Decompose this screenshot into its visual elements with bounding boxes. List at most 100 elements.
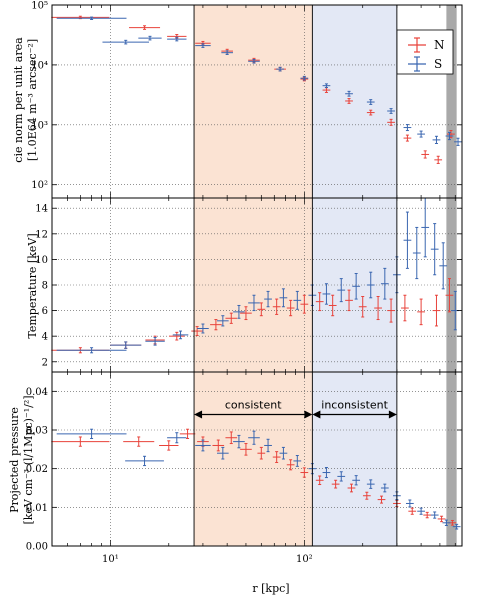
legend: N S <box>396 29 454 75</box>
legend-label-s: S <box>434 57 442 71</box>
point-temperature-N-12 <box>315 292 324 312</box>
point-temperature-N-15 <box>358 296 367 318</box>
point-temperature-S-12 <box>322 283 331 305</box>
point-temperature-S-0 <box>56 347 127 354</box>
point-norm-S-5 <box>221 50 233 55</box>
point-norm-S-9 <box>322 83 331 88</box>
point-norm-S-12 <box>387 108 395 114</box>
temperature-ylabel: Temperature [keV] <box>26 233 39 338</box>
point-pressure-S-13 <box>352 475 361 486</box>
xtick-label-1: 10² <box>296 554 313 565</box>
point-temperature-S-10 <box>293 290 302 310</box>
point-norm-S-6 <box>248 58 260 64</box>
point-pressure-N-12 <box>315 475 324 486</box>
legend-box <box>396 29 454 75</box>
ytick-label-0-1: 10³ <box>31 120 48 131</box>
point-pressure-N-11 <box>300 467 309 478</box>
point-norm-S-10 <box>345 90 353 97</box>
point-pressure-S-19 <box>430 511 439 519</box>
consistent-arrow-head-left <box>194 410 203 419</box>
point-temperature-N-6 <box>225 312 238 324</box>
band-0 <box>194 5 313 546</box>
data-layer <box>51 15 462 530</box>
panel-frame-pressure <box>51 371 463 547</box>
point-norm-S-14 <box>417 130 425 138</box>
point-temperature-S-3 <box>172 330 189 340</box>
series-pressure-S <box>56 428 461 530</box>
norm-ylabel-line1: cie norm per unit area <box>12 37 25 163</box>
point-pressure-S-8 <box>279 446 288 460</box>
ytick-label-2-2: 0.02 <box>26 464 48 475</box>
consistent-arrow-head-right <box>304 410 313 419</box>
point-temperature-N-9 <box>272 298 281 315</box>
ytick-label-1-6: 14 <box>35 204 48 215</box>
point-pressure-S-1 <box>125 455 164 467</box>
point-pressure-N-0 <box>51 436 110 447</box>
point-pressure-S-12 <box>337 471 346 482</box>
inconsistent-label: inconsistent <box>321 399 388 412</box>
ytick-label-2-4: 0.04 <box>26 387 48 398</box>
point-temperature-N-18 <box>401 294 409 322</box>
point-pressure-N-8 <box>257 446 266 460</box>
point-temperature-N-5 <box>210 319 222 331</box>
point-norm-S-0 <box>56 16 127 20</box>
point-norm-S-7 <box>276 66 284 72</box>
ytick-label-1-0: 2 <box>42 357 48 368</box>
point-temperature-S-14 <box>352 272 361 300</box>
consistent-label: consistent <box>225 399 282 412</box>
band-2 <box>446 5 457 546</box>
ytick-label-0-3: 10⁵ <box>31 1 48 12</box>
point-temperature-N-19 <box>417 298 425 326</box>
point-pressure-S-21 <box>452 523 461 530</box>
point-pressure-N-9 <box>272 451 281 463</box>
x-axis-label: r [kpc] <box>252 582 289 595</box>
series-norm-S <box>56 16 462 146</box>
point-norm-N-11 <box>387 118 395 126</box>
ytick-label-0-2: 10⁴ <box>31 60 48 71</box>
point-pressure-S-9 <box>293 455 302 467</box>
point-pressure-S-3 <box>195 439 211 452</box>
series-temperature-S <box>56 197 460 354</box>
point-norm-N-14 <box>434 155 443 164</box>
point-pressure-S-15 <box>380 483 389 493</box>
ytick-label-2-0: 0.00 <box>26 542 48 553</box>
point-pressure-N-20 <box>437 515 446 523</box>
point-norm-S-4 <box>195 43 211 48</box>
point-pressure-N-18 <box>408 507 417 515</box>
point-temperature-S-18 <box>403 211 412 269</box>
point-pressure-S-17 <box>405 499 414 508</box>
band-layer <box>194 5 457 546</box>
ytick-label-0-0: 10² <box>31 180 48 191</box>
point-pressure-N-19 <box>423 511 432 519</box>
point-pressure-S-11 <box>322 467 331 479</box>
text-layer: 10² 10³ 10⁴ 10⁵ 2 4 6 8 10 12 14 0.00 0.01 0.02 0.03 0.… <box>26 1 397 565</box>
point-norm-N-1 <box>129 25 161 30</box>
point-temperature-S-9 <box>279 288 288 308</box>
point-temperature-S-13 <box>337 278 346 303</box>
point-pressure-N-10 <box>286 459 295 471</box>
frame-layer <box>51 4 463 547</box>
point-temperature-N-17 <box>387 298 395 323</box>
point-pressure-N-7 <box>240 443 252 456</box>
point-temperature-S-20 <box>421 197 430 258</box>
point-norm-S-1 <box>102 39 150 45</box>
point-pressure-S-7 <box>264 438 272 453</box>
point-temperature-S-15 <box>366 271 375 299</box>
point-norm-S-16 <box>445 131 454 141</box>
pressure-ylabel-line1: Projected pressure <box>8 407 21 513</box>
point-pressure-S-5 <box>233 434 245 449</box>
ytick-label-1-3: 8 <box>42 281 48 292</box>
point-pressure-S-0 <box>56 428 127 440</box>
xtick-label-0: 10¹ <box>102 554 119 565</box>
point-temperature-N-21 <box>445 278 454 313</box>
inconsistent-arrow-head-left <box>312 410 321 419</box>
point-temperature-N-8 <box>257 302 266 317</box>
point-pressure-N-15 <box>362 491 371 500</box>
point-temperature-N-16 <box>374 296 382 321</box>
ytick-label-1-1: 4 <box>42 332 48 343</box>
legend-marker-n <box>408 37 426 53</box>
point-temperature-S-1 <box>110 341 142 349</box>
point-temperature-S-8 <box>264 290 272 308</box>
point-pressure-N-2 <box>159 440 179 451</box>
